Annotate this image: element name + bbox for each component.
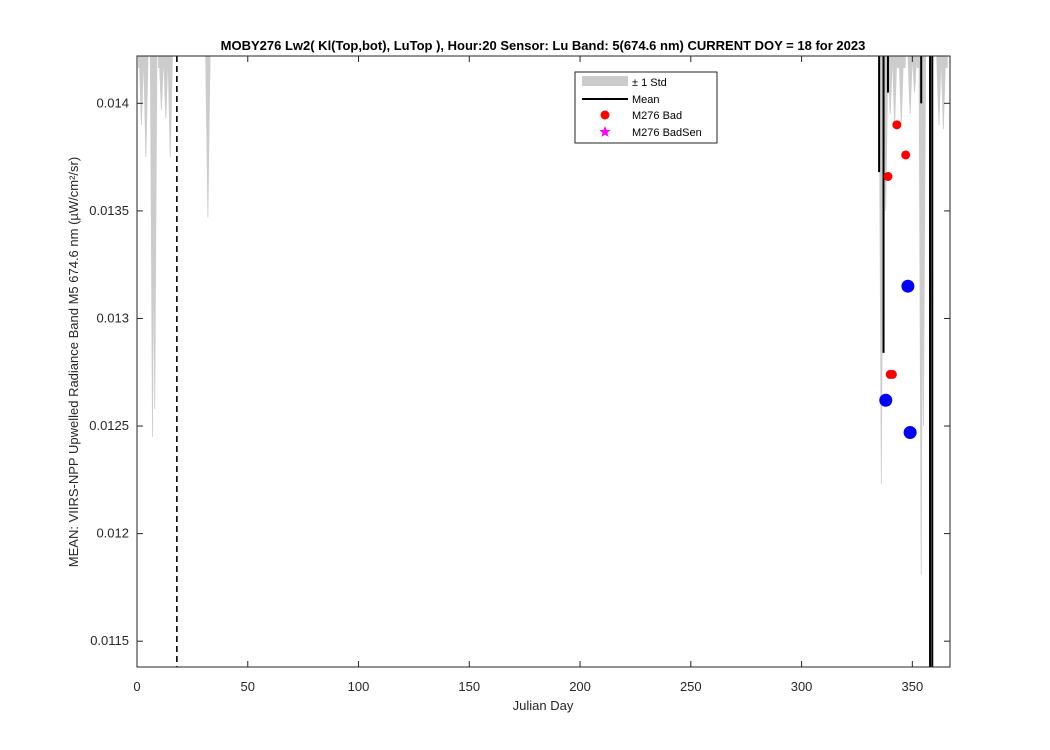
legend-bad-swatch (600, 110, 610, 120)
y-axis-label: MEAN: VIIRS-NPP Upwelled Radiance Band M… (66, 157, 81, 567)
std-band-segment (916, 56, 919, 68)
bad-point (883, 171, 893, 181)
legend-bad-label: M276 Bad (632, 110, 682, 122)
x-tick-label: 300 (791, 679, 813, 694)
y-axis: 0.0115 0.012 0.0125 0.013 0.0135 0.014 (89, 95, 950, 648)
bad-point (887, 369, 897, 379)
legend-mean-label: Mean (632, 94, 660, 106)
std-band-segment (896, 56, 906, 68)
x-tick-label: 200 (569, 679, 591, 694)
y-tick-label: 0.014 (96, 95, 129, 110)
legend-std-swatch (582, 76, 628, 86)
x-tick-label: 50 (241, 679, 255, 694)
legend-badsen-label: M276 BadSen (632, 127, 702, 139)
plot-area (137, 56, 950, 667)
x-tick-label: 150 (458, 679, 480, 694)
x-tick-label: 250 (680, 679, 702, 694)
scatter-layer (879, 120, 917, 439)
x-tick-label: 0 (133, 679, 140, 694)
chart-title: MOBY276 Lw2( Kl(Top,bot), LuTop ), Hour:… (221, 38, 866, 53)
x-tick-label: 100 (348, 679, 370, 694)
bad-point (892, 120, 902, 130)
y-tick-label: 0.0125 (89, 418, 129, 433)
x-axis: 0 50 100 150 200 250 300 350 (133, 56, 923, 694)
blue-point (901, 279, 915, 293)
std-band-segment (941, 56, 948, 68)
blue-point (903, 425, 917, 439)
std-band-segment (158, 56, 161, 68)
x-tick-label: 350 (901, 679, 923, 694)
plot-frame (136, 55, 951, 668)
x-axis-label: Julian Day (513, 698, 574, 713)
legend: ± 1 Std Mean M276 Bad M276 BadSen (574, 71, 718, 144)
y-tick-label: 0.013 (96, 310, 129, 325)
legend-badsen-swatch (599, 126, 611, 137)
bad-point (901, 150, 911, 160)
y-tick-label: 0.012 (96, 526, 129, 541)
legend-std-label: ± 1 Std (632, 77, 667, 89)
blue-point (879, 393, 893, 407)
mean-line-layer (878, 56, 934, 667)
y-tick-label: 0.0115 (90, 633, 129, 648)
std-band-segment (138, 56, 141, 68)
y-tick-label: 0.0135 (89, 203, 129, 218)
